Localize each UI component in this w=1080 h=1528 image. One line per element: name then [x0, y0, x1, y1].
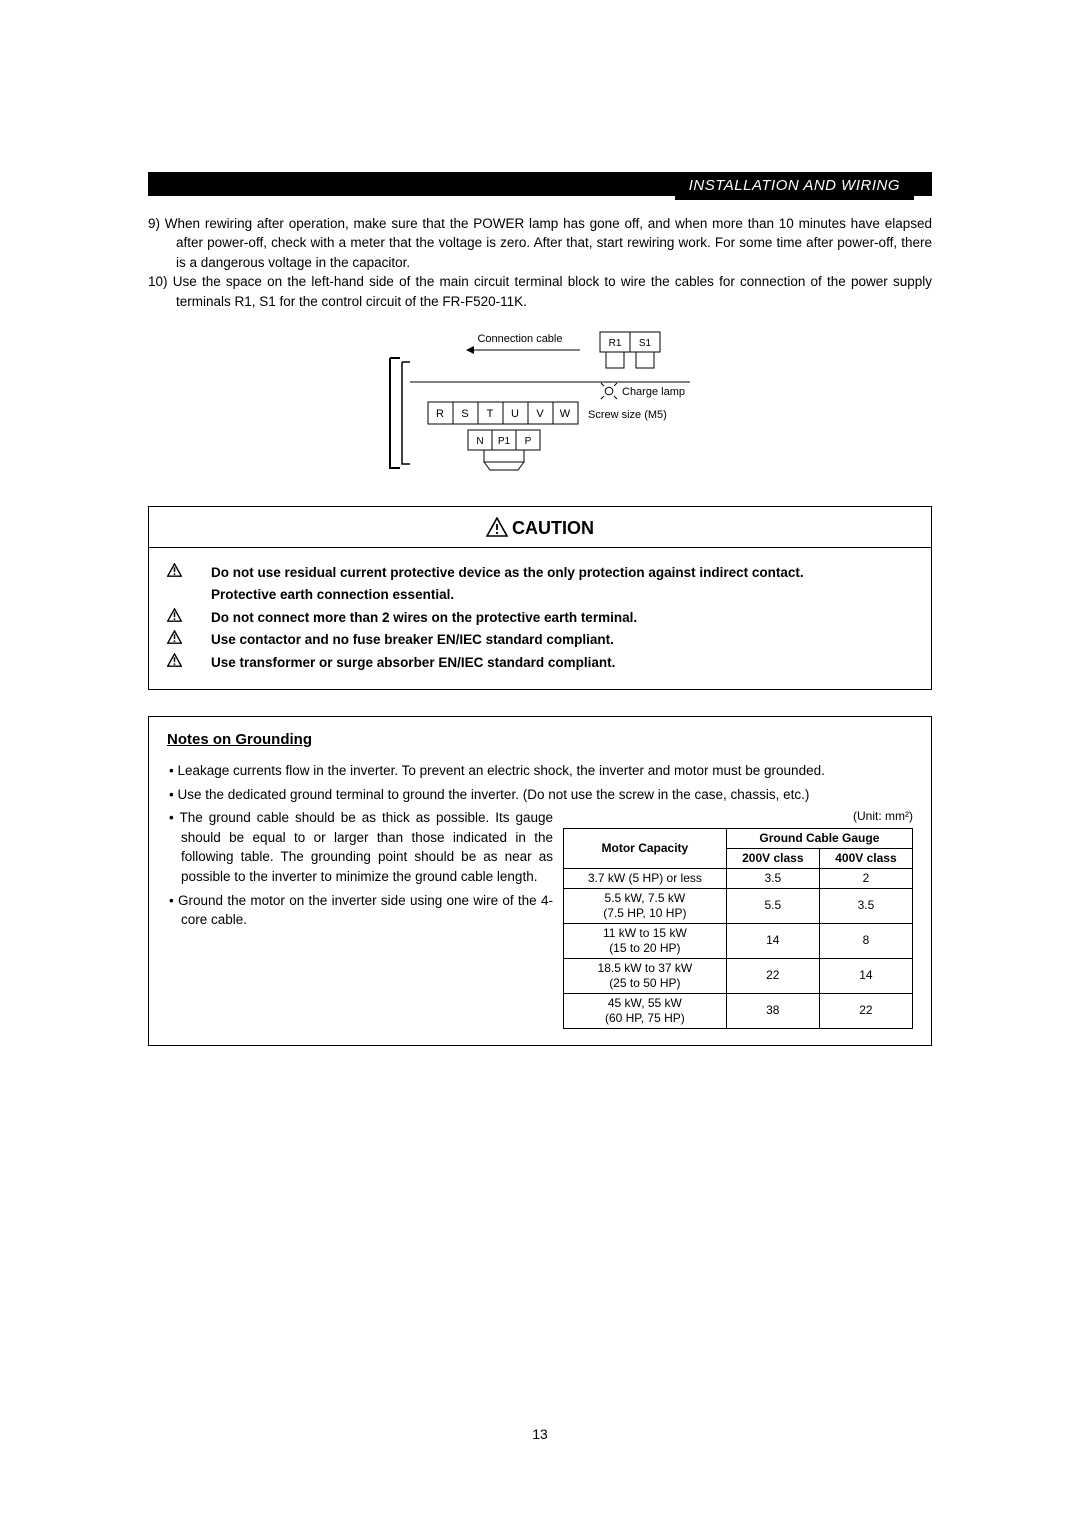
td-200: 3.5: [726, 868, 819, 888]
table-row: 11 kW to 15 kW(15 to 20 HP) 14 8: [564, 923, 913, 958]
notes-right-col: (Unit: mm²) Motor Capacity Ground Cable …: [563, 808, 913, 1028]
section-header: INSTALLATION AND WIRING: [148, 172, 932, 200]
caution-line-3: Use contactor and no fuse breaker EN/IEC…: [171, 630, 909, 650]
page-number: 13: [0, 1424, 1080, 1444]
notes-bullet-1: • Leakage currents flow in the inverter.…: [167, 761, 913, 781]
term-v: V: [536, 408, 544, 420]
label-s1: S1: [639, 338, 652, 349]
td-200: 22: [726, 958, 819, 993]
td-cap: 5.5 kW, 7.5 kW(7.5 HP, 10 HP): [564, 888, 727, 923]
notes-bullet-2: • Use the dedicated ground terminal to g…: [167, 785, 913, 805]
warning-icon: [167, 653, 182, 667]
warning-icon: [167, 630, 182, 644]
notes-bullet-4: • Ground the motor on the inverter side …: [167, 891, 553, 930]
td-400: 14: [819, 958, 912, 993]
notes-text-2: Use the dedicated ground terminal to gro…: [177, 787, 809, 802]
td-200: 5.5: [726, 888, 819, 923]
warning-icon: [167, 608, 182, 622]
td-cap: 45 kW, 55 kW(60 HP, 75 HP): [564, 993, 727, 1028]
wiring-diagram: Connection cable R1 S1: [148, 328, 932, 478]
table-row: Motor Capacity Ground Cable Gauge: [564, 828, 913, 848]
table-row: 18.5 kW to 37 kW(25 to 50 HP) 22 14: [564, 958, 913, 993]
caution-text-1: Do not use residual current protective d…: [211, 565, 804, 580]
header-bar-left: [148, 172, 675, 196]
td-cap: 3.7 kW (5 HP) or less: [564, 868, 727, 888]
table-row: 3.7 kW (5 HP) or less 3.5 2: [564, 868, 913, 888]
td-cap: 11 kW to 15 kW(15 to 20 HP): [564, 923, 727, 958]
notes-list-left: • The ground cable should be as thick as…: [167, 808, 553, 929]
wiring-svg: Connection cable R1 S1: [350, 328, 730, 478]
label-screw-size: Screw size (M5): [588, 409, 667, 421]
term-t: T: [487, 408, 494, 420]
item-10: 10) Use the space on the left-hand side …: [148, 272, 932, 311]
warning-icon: [486, 517, 508, 537]
notes-text-3: The ground cable should be as thick as p…: [179, 810, 553, 884]
caution-body: Do not use residual current protective d…: [149, 548, 931, 690]
th-400: 400V class: [819, 848, 912, 868]
body-text: 9) When rewiring after operation, make s…: [148, 214, 932, 312]
unit-label: (Unit: mm²): [563, 808, 913, 825]
term-s: S: [461, 408, 468, 420]
notes-left-col: • The ground cable should be as thick as…: [167, 808, 553, 1028]
notes-text-4: Ground the motor on the inverter side us…: [178, 893, 553, 928]
term-p: P: [525, 436, 532, 447]
caution-text-3: Use contactor and no fuse breaker EN/IEC…: [211, 632, 614, 647]
label-connection-cable: Connection cable: [477, 333, 562, 345]
caution-text-4: Use transformer or surge absorber EN/IEC…: [211, 655, 615, 670]
header-title: INSTALLATION AND WIRING: [675, 172, 914, 200]
gauge-table: Motor Capacity Ground Cable Gauge 200V c…: [563, 828, 913, 1029]
caution-text-2: Do not connect more than 2 wires on the …: [211, 610, 637, 625]
th-200: 200V class: [726, 848, 819, 868]
td-400: 8: [819, 923, 912, 958]
caution-line-2: Do not connect more than 2 wires on the …: [171, 608, 909, 628]
notes-title: Notes on Grounding: [167, 729, 913, 751]
caution-line-1: Do not use residual current protective d…: [171, 563, 909, 583]
notes-box: Notes on Grounding • Leakage currents fl…: [148, 716, 932, 1045]
warning-icon: [167, 563, 182, 577]
label-charge-lamp: Charge lamp: [622, 386, 685, 398]
td-400: 22: [819, 993, 912, 1028]
label-r1: R1: [609, 338, 622, 349]
notes-flex: • The ground cable should be as thick as…: [167, 808, 913, 1028]
caution-sub-1: Protective earth connection essential.: [171, 585, 909, 605]
th-motor: Motor Capacity: [564, 828, 727, 868]
td-200: 38: [726, 993, 819, 1028]
td-cap: 18.5 kW to 37 kW(25 to 50 HP): [564, 958, 727, 993]
notes-list-top: • Leakage currents flow in the inverter.…: [167, 761, 913, 804]
term-p1: P1: [498, 436, 511, 447]
table-row: 5.5 kW, 7.5 kW(7.5 HP, 10 HP) 5.5 3.5: [564, 888, 913, 923]
header-bar-right: [914, 172, 932, 196]
td-400: 2: [819, 868, 912, 888]
caution-box: CAUTION Do not use residual current prot…: [148, 506, 932, 691]
caution-line-4: Use transformer or surge absorber EN/IEC…: [171, 653, 909, 673]
caution-header: CAUTION: [149, 507, 931, 548]
td-400: 3.5: [819, 888, 912, 923]
th-gauge: Ground Cable Gauge: [726, 828, 912, 848]
table-row: 45 kW, 55 kW(60 HP, 75 HP) 38 22: [564, 993, 913, 1028]
notes-bullet-3: • The ground cable should be as thick as…: [167, 808, 553, 886]
term-r: R: [436, 408, 444, 420]
item-9: 9) When rewiring after operation, make s…: [148, 214, 932, 273]
term-n: N: [476, 436, 483, 447]
page-root: INSTALLATION AND WIRING 9) When rewiring…: [0, 0, 1080, 1528]
term-w: W: [560, 408, 571, 420]
term-u: U: [511, 408, 519, 420]
td-200: 14: [726, 923, 819, 958]
notes-text-1: Leakage currents flow in the inverter. T…: [177, 763, 824, 778]
caution-title: CAUTION: [512, 518, 594, 538]
